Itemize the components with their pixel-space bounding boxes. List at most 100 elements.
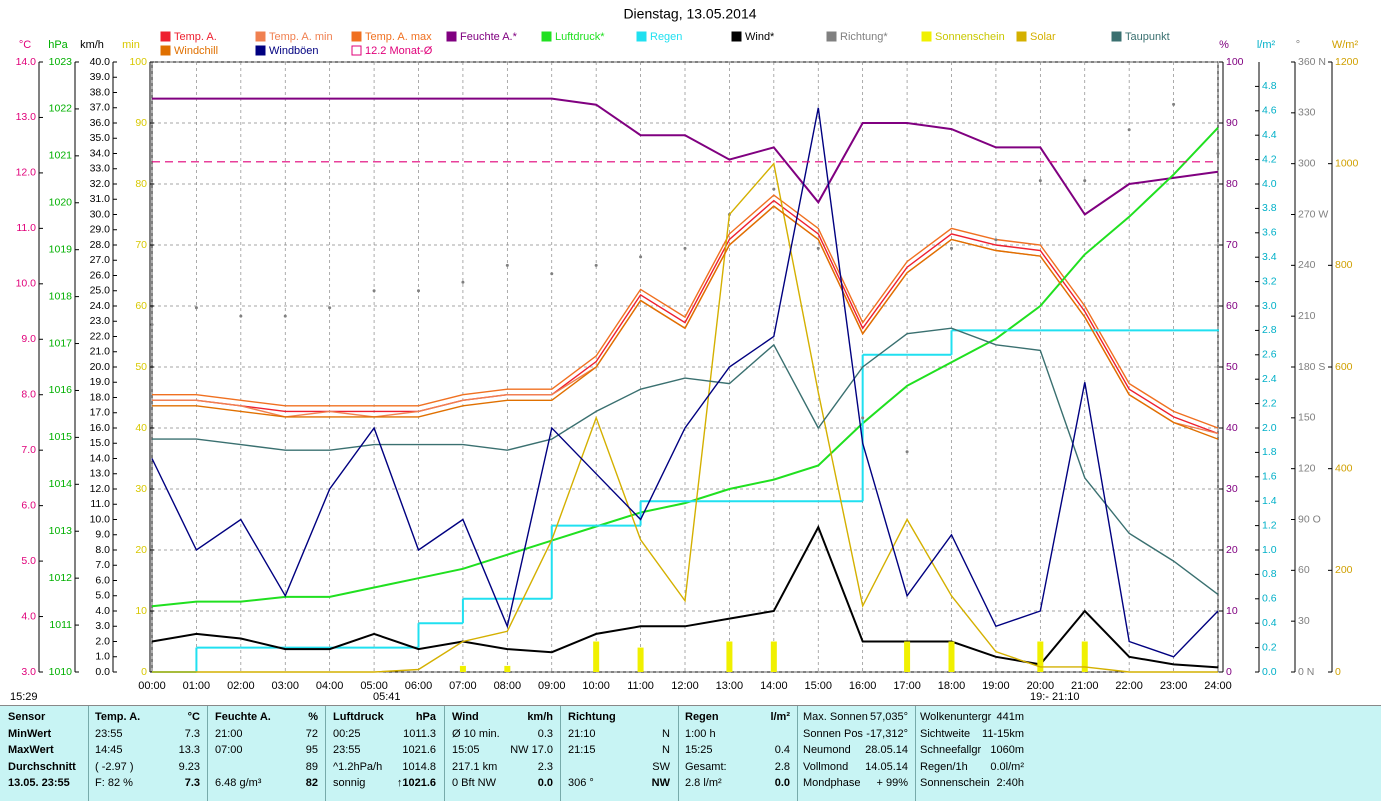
table-cell: 9.23 [178, 760, 200, 773]
y-tick-label: 100 [129, 56, 147, 68]
series [151, 107, 1219, 658]
legend-label: Windchill [174, 45, 218, 57]
y-tick-label: 20.0 [90, 361, 111, 373]
y-tick-label: 7.0 [95, 559, 110, 571]
bar [593, 641, 600, 672]
y-tick-label: 4.0 [21, 610, 36, 622]
y-tick-label: 90 [1226, 117, 1238, 129]
table-cell: 00:25 [333, 727, 361, 740]
dot [994, 238, 998, 242]
x-tick-label: 09:00 [538, 680, 566, 692]
y-tick-label: 11.0 [16, 222, 36, 234]
table-cell: 0.0 [774, 777, 790, 789]
y-tick-label: 3.0 [21, 666, 36, 678]
legend-label: Wind* [745, 31, 775, 43]
table-cell: Gesamt: [685, 760, 727, 773]
y-tick-label: 50 [1226, 361, 1238, 373]
legend-label: Richtung* [840, 31, 888, 43]
y-tick-label: 3.0 [1262, 300, 1277, 312]
y-tick-label: 34.0 [90, 147, 111, 159]
table-cell: ( -2.97 ) [95, 760, 134, 773]
y-tick-label: 11.0 [90, 498, 110, 510]
y-tick-label: 3.2 [1262, 275, 1277, 287]
legend-swatch [255, 31, 266, 42]
series-line [151, 127, 1219, 608]
y-tick-label: 24.0 [90, 300, 111, 312]
table-cell: 0.0l/m² [990, 760, 1024, 773]
table-cell: 72 [305, 727, 318, 740]
table-cell: Vollmond [803, 760, 849, 773]
x-tick-label: 00:00 [138, 680, 166, 692]
dot [550, 272, 554, 276]
dot [461, 280, 465, 284]
legend-swatch [921, 31, 932, 42]
legend-swatch [636, 31, 647, 42]
table-cell: 1011.3 [403, 727, 436, 740]
table-cell: 23:55 [95, 727, 123, 740]
x-tick-label: 04:00 [316, 680, 344, 692]
legend-label: Temp. A. max [365, 31, 432, 43]
bar [637, 647, 644, 672]
table-cell: Sonnen Pos [803, 727, 863, 740]
y-tick-label: 4.2 [1262, 153, 1277, 165]
y-tick-label: 3.6 [1262, 227, 1277, 239]
separator [797, 706, 798, 801]
dot [328, 306, 332, 310]
legend-swatch [160, 31, 171, 42]
y-tick-label: 0.0 [1262, 666, 1277, 678]
y-tick-label: 9.0 [21, 333, 36, 345]
sunset-label: 19:- 21:10 [1030, 691, 1080, 703]
y-tick-label: 70 [135, 239, 147, 251]
x-tick-label: 12:00 [671, 680, 699, 692]
legend-swatch [541, 31, 552, 42]
y-tick-label: 1021 [49, 150, 73, 162]
x-tick-label: 22:00 [1115, 680, 1143, 692]
table-cell: 2:40h [996, 777, 1024, 789]
legend-label: Temp. A. [174, 31, 217, 43]
series [152, 162, 1218, 673]
x-tick-label: 11:00 [627, 680, 654, 692]
y-tick-label: 240 [1298, 259, 1316, 271]
y-tick-label: 40.0 [90, 56, 111, 68]
y-tick-label: 1.0 [1262, 544, 1277, 556]
y-tick-label: 1020 [49, 197, 73, 209]
separator [207, 706, 208, 801]
table-cell: ^1.2hPa/h [333, 760, 383, 773]
y-tick-label: 90 O [1298, 513, 1321, 525]
table-cell: MinWert [8, 727, 52, 740]
y-tick-label: 1022 [49, 103, 73, 115]
y-tick-label: 15.0 [90, 437, 111, 449]
table-cell: N [662, 727, 670, 740]
table-cell: 23:55 [333, 744, 361, 756]
axis-title: hPa [48, 39, 68, 51]
legend-swatch [446, 31, 457, 42]
bar [504, 665, 511, 672]
dot [417, 289, 420, 293]
x-tick-label: 24:00 [1204, 680, 1232, 692]
x-tick-label: 15:00 [804, 680, 832, 692]
y-tick-label: 6.0 [95, 574, 110, 586]
y-tick-label: 330 [1298, 107, 1316, 119]
series [459, 641, 1088, 672]
legend-label: Windböen [269, 45, 319, 57]
y-tick-label: 29.0 [90, 224, 111, 236]
table-cell: 95 [305, 744, 318, 756]
y-tick-label: 3.0 [95, 620, 110, 632]
y-tick-label: 0.6 [1262, 593, 1277, 605]
y-tick-label: 0.8 [1262, 568, 1277, 580]
series-line [152, 97, 1219, 216]
chart: Dienstag, 13.05.2014 15:29 05:41 19:- 21… [10, 6, 1359, 703]
table-cell: 0.4 [774, 744, 790, 756]
series [152, 205, 1219, 440]
y-tick-label: 600 [1335, 361, 1353, 373]
x-tick-label: 17:00 [893, 680, 921, 692]
legend-swatch [1111, 31, 1122, 42]
table-cell: + 99% [876, 777, 909, 789]
table-cell: 82 [305, 777, 318, 789]
y-tick-label: 30 [1226, 483, 1238, 495]
x-tick-label: 13:00 [716, 680, 744, 692]
table-cell: Durchschnitt [8, 760, 76, 773]
y-tick-label: 40 [135, 422, 147, 434]
legend-label: Feuchte A.* [460, 31, 518, 43]
y-tick-label: 22.0 [90, 330, 111, 342]
